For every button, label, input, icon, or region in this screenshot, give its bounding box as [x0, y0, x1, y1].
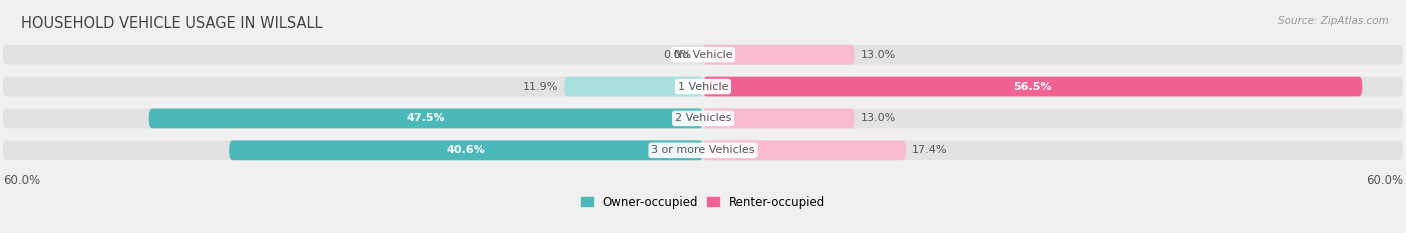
Text: No Vehicle: No Vehicle [673, 50, 733, 60]
FancyBboxPatch shape [3, 77, 1403, 96]
FancyBboxPatch shape [149, 109, 703, 128]
Text: 60.0%: 60.0% [1367, 174, 1403, 187]
Text: 17.4%: 17.4% [912, 145, 948, 155]
Text: 3 or more Vehicles: 3 or more Vehicles [651, 145, 755, 155]
Text: 1 Vehicle: 1 Vehicle [678, 82, 728, 92]
Text: 11.9%: 11.9% [523, 82, 558, 92]
FancyBboxPatch shape [229, 140, 703, 160]
Legend: Owner-occupied, Renter-occupied: Owner-occupied, Renter-occupied [581, 195, 825, 209]
FancyBboxPatch shape [703, 45, 855, 65]
FancyBboxPatch shape [3, 140, 1403, 160]
Text: HOUSEHOLD VEHICLE USAGE IN WILSALL: HOUSEHOLD VEHICLE USAGE IN WILSALL [21, 16, 322, 31]
Text: 56.5%: 56.5% [1014, 82, 1052, 92]
Text: 0.0%: 0.0% [664, 50, 692, 60]
Text: 47.5%: 47.5% [406, 113, 446, 123]
FancyBboxPatch shape [3, 109, 1403, 128]
Text: 13.0%: 13.0% [860, 113, 896, 123]
FancyBboxPatch shape [3, 45, 1403, 65]
Text: 13.0%: 13.0% [860, 50, 896, 60]
FancyBboxPatch shape [703, 77, 1362, 96]
Text: 60.0%: 60.0% [3, 174, 39, 187]
Text: 2 Vehicles: 2 Vehicles [675, 113, 731, 123]
FancyBboxPatch shape [703, 140, 905, 160]
FancyBboxPatch shape [564, 77, 703, 96]
FancyBboxPatch shape [703, 109, 855, 128]
Text: Source: ZipAtlas.com: Source: ZipAtlas.com [1278, 16, 1389, 26]
Text: 40.6%: 40.6% [447, 145, 485, 155]
